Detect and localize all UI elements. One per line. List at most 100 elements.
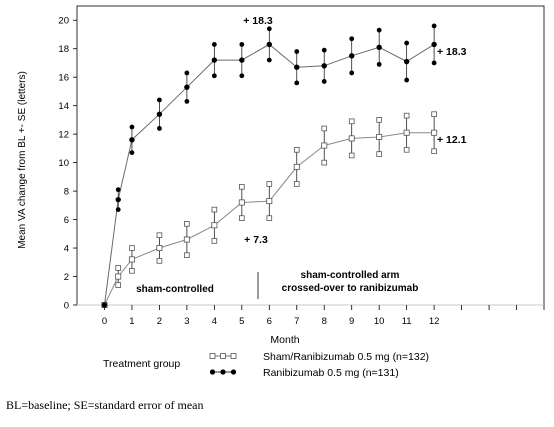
error-cap-marker: [156, 258, 163, 264]
error-cap-marker: [376, 27, 382, 33]
error-cap-marker: [431, 60, 437, 66]
error-cap-marker: [157, 126, 162, 131]
error-cap-marker: [129, 150, 135, 156]
y-tick-label: 4: [64, 244, 69, 255]
error-cap-marker: [348, 152, 355, 159]
y-tick-label: 8: [64, 187, 69, 198]
y-tick-label: 20: [58, 16, 69, 27]
data-point: [239, 57, 245, 63]
error-cap-marker: [376, 117, 382, 123]
x-axis-title: Month: [270, 334, 299, 346]
error-cap-marker: [431, 23, 437, 29]
error-cap-marker: [376, 61, 382, 67]
error-cap-marker: [184, 98, 190, 104]
data-point: [403, 58, 410, 65]
data-point: [293, 163, 300, 170]
error-cap-marker: [266, 26, 272, 32]
data-point: [238, 199, 245, 206]
error-cap-marker: [349, 36, 355, 42]
series-layer: [101, 23, 438, 308]
x-tick-label: 0: [102, 316, 107, 327]
annotation-label: + 12.1: [437, 134, 467, 146]
error-cap-marker: [321, 47, 327, 53]
error-cap-marker: [157, 97, 162, 103]
x-tick-label: 2: [157, 316, 162, 327]
error-cap-marker: [266, 181, 273, 187]
circle-marker-icon: [220, 369, 226, 375]
y-axis: 0 2 4 6 8 10 12 14 16 18 20: [58, 16, 77, 312]
y-tick-label: 14: [58, 101, 69, 112]
error-cap-marker: [211, 42, 217, 47]
error-cap-marker: [266, 57, 272, 63]
data-point: [348, 135, 355, 142]
x-tick-label: 7: [294, 316, 299, 327]
x-tick-label: 1: [129, 316, 134, 327]
x-tick-label: 12: [429, 316, 440, 327]
data-point: [129, 137, 135, 143]
error-cap-marker: [115, 207, 121, 213]
error-cap-marker: [293, 181, 300, 187]
legend-item-sham: Sham/Ranibizumab 0.5 mg (n=132): [209, 351, 429, 363]
phase-label-right-line2: crossed-over to ranibizumab: [282, 283, 419, 294]
data-point: [376, 133, 383, 140]
error-cap-marker: [266, 215, 273, 221]
error-cap-marker: [239, 73, 245, 79]
data-point: [321, 142, 328, 149]
x-tick-label: 9: [349, 316, 354, 327]
error-cap-marker: [129, 124, 135, 130]
x-tick-label: 11: [402, 316, 412, 327]
data-point: [321, 63, 327, 69]
x-tick-label: 10: [374, 316, 385, 327]
error-cap-marker: [211, 206, 218, 213]
x-tick-label: 4: [212, 316, 217, 327]
x-tick-label: 8: [322, 316, 327, 327]
data-point: [183, 236, 190, 243]
data-point: [431, 129, 438, 136]
data-point: [266, 198, 273, 205]
annotation-label: + 18.3: [243, 15, 273, 27]
error-cap-marker: [184, 252, 190, 258]
error-cap-marker: [431, 148, 437, 155]
y-tick-label: 6: [64, 215, 69, 226]
error-cap-marker: [348, 118, 355, 125]
error-cap-marker: [404, 77, 410, 83]
error-cap-marker: [115, 282, 122, 288]
error-cap-marker: [294, 49, 300, 54]
y-tick-label: 18: [58, 44, 69, 55]
plot-frame: [76, 5, 545, 306]
square-marker-icon: [209, 353, 216, 359]
x-tick-label: 5: [239, 316, 244, 327]
series-line: [104, 43, 435, 306]
data-point: [266, 41, 272, 48]
legend-label-sham: Sham/Ranibizumab 0.5 mg (n=132): [263, 351, 429, 363]
error-cap-marker: [403, 147, 410, 153]
phase-label-right-line1: sham-controlled arm: [301, 270, 400, 281]
y-tick-label: 0: [64, 301, 69, 312]
error-cap-marker: [294, 80, 300, 86]
y-tick-label: 16: [58, 73, 69, 84]
data-point: [128, 256, 135, 263]
y-tick-label: 2: [64, 272, 69, 283]
annotation-label: + 7.3: [244, 234, 268, 246]
error-cap-marker: [239, 184, 245, 190]
circle-marker-icon: [209, 369, 216, 375]
data-point: [349, 53, 355, 59]
error-cap-marker: [239, 42, 245, 47]
error-cap-marker: [129, 268, 135, 274]
x-tick-label: 6: [267, 316, 272, 327]
error-cap-marker: [184, 221, 190, 227]
error-cap-marker: [321, 79, 327, 84]
data-point: [101, 302, 108, 308]
error-cap-marker: [431, 111, 437, 118]
error-cap-marker: [321, 125, 328, 132]
error-cap-marker: [403, 112, 410, 119]
data-point: [115, 273, 122, 280]
data-point: [403, 129, 410, 136]
circle-marker-icon: [230, 369, 237, 375]
y-axis-title: Mean VA change from BL +- SE (letters): [17, 71, 28, 249]
error-cap-marker: [129, 245, 135, 251]
error-cap-marker: [184, 70, 190, 76]
phase-label-left: sham-controlled: [136, 284, 214, 295]
error-cap-marker: [321, 159, 328, 166]
